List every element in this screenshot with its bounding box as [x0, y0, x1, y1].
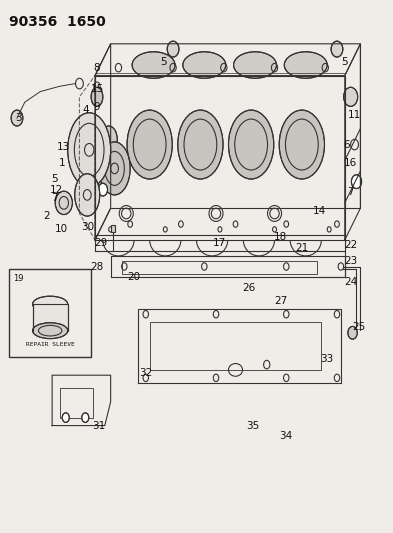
Text: 11: 11: [348, 110, 361, 120]
Ellipse shape: [33, 296, 68, 312]
Ellipse shape: [228, 110, 274, 179]
Circle shape: [348, 326, 357, 339]
Text: 8: 8: [94, 63, 100, 72]
Ellipse shape: [279, 110, 325, 179]
Ellipse shape: [91, 87, 103, 107]
Text: 2: 2: [43, 211, 50, 221]
Text: 17: 17: [213, 238, 226, 248]
Text: 33: 33: [321, 354, 334, 364]
Text: 31: 31: [92, 421, 106, 431]
Text: 7: 7: [51, 192, 57, 203]
Text: 6: 6: [343, 140, 350, 150]
Ellipse shape: [233, 52, 277, 78]
Text: 20: 20: [127, 272, 141, 282]
Circle shape: [167, 41, 179, 57]
Ellipse shape: [284, 52, 327, 78]
Text: 5: 5: [160, 58, 167, 67]
Bar: [111, 224, 114, 232]
Text: 12: 12: [50, 184, 62, 195]
Text: REPAIR SLEEVE: REPAIR SLEEVE: [26, 342, 75, 347]
Text: 10: 10: [55, 224, 68, 235]
Circle shape: [55, 191, 72, 215]
Text: 5: 5: [51, 174, 57, 184]
Text: 30: 30: [81, 222, 94, 232]
Text: 32: 32: [139, 368, 152, 377]
Text: 35: 35: [246, 421, 260, 431]
Ellipse shape: [178, 110, 223, 179]
Text: 28: 28: [90, 262, 104, 271]
Ellipse shape: [132, 52, 175, 78]
Text: 29: 29: [94, 238, 108, 248]
Ellipse shape: [33, 322, 68, 338]
Bar: [60, 389, 93, 418]
Text: 24: 24: [344, 277, 357, 287]
Bar: [33, 304, 68, 330]
Ellipse shape: [75, 174, 100, 216]
Text: 34: 34: [280, 431, 293, 441]
Text: 15: 15: [90, 84, 104, 94]
Ellipse shape: [68, 113, 111, 187]
Text: 9: 9: [94, 102, 100, 112]
Text: 90356  1650: 90356 1650: [9, 14, 106, 29]
Bar: [150, 322, 321, 370]
Text: 13: 13: [57, 142, 70, 152]
Ellipse shape: [100, 126, 117, 152]
Text: 3: 3: [16, 113, 22, 123]
Circle shape: [11, 110, 23, 126]
Circle shape: [343, 87, 358, 107]
Text: 14: 14: [313, 206, 326, 216]
Circle shape: [331, 41, 343, 57]
Circle shape: [82, 413, 89, 422]
Ellipse shape: [99, 142, 130, 195]
Text: 25: 25: [352, 322, 365, 333]
Ellipse shape: [183, 52, 226, 78]
Text: 5: 5: [342, 58, 348, 67]
Text: 21: 21: [295, 243, 309, 253]
Ellipse shape: [127, 110, 172, 179]
Circle shape: [98, 183, 108, 196]
Text: 19: 19: [13, 274, 24, 284]
Text: 4: 4: [82, 105, 88, 115]
Text: 18: 18: [274, 232, 287, 243]
Circle shape: [351, 175, 362, 189]
Text: 22: 22: [344, 240, 357, 251]
Text: 7: 7: [347, 187, 354, 197]
Text: 23: 23: [344, 256, 357, 266]
Text: 1: 1: [59, 158, 65, 168]
Text: 26: 26: [242, 282, 256, 293]
Bar: [9, 269, 91, 357]
Circle shape: [62, 413, 69, 422]
Bar: [122, 261, 318, 274]
Text: 16: 16: [344, 158, 357, 168]
Text: 27: 27: [274, 296, 287, 306]
